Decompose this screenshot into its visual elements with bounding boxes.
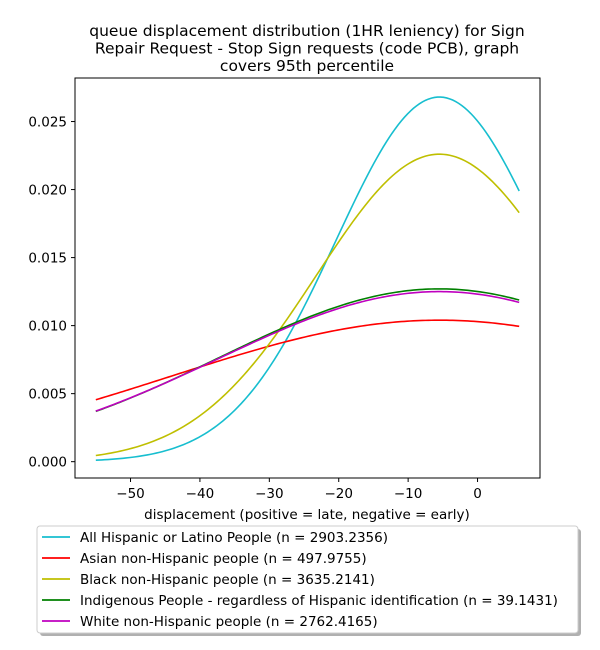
y-tick-label: 0.010 — [28, 319, 67, 335]
series-line-2 — [95, 153, 520, 457]
chart-title: queue displacement distribution (1HR len… — [89, 22, 524, 75]
x-tick-label: −10 — [394, 486, 423, 502]
y-tick-label: 0.025 — [28, 115, 67, 131]
x-tick-label: −30 — [255, 486, 284, 502]
series-lines — [95, 96, 520, 462]
series-line-0 — [95, 96, 520, 462]
x-tick-label: −20 — [324, 486, 353, 502]
legend-label: Asian non-Hispanic people (n = 497.9755) — [80, 551, 367, 567]
plot-frame — [74, 77, 541, 479]
y-tick-label: 0.005 — [28, 387, 67, 403]
series-line-1 — [95, 319, 520, 401]
y-tick-label: 0.015 — [28, 251, 67, 267]
legend: All Hispanic or Latino People (n = 2903.… — [36, 525, 581, 636]
chart-title-line: queue displacement distribution (1HR len… — [89, 22, 524, 40]
chart-title-line: covers 95th percentile — [220, 57, 394, 75]
x-tick-label: −40 — [186, 486, 215, 502]
legend-label: White non-Hispanic people (n = 2762.4165… — [80, 614, 378, 630]
legend-label: Black non-Hispanic people (n = 3635.2141… — [80, 572, 375, 588]
series-line-4 — [95, 290, 520, 412]
y-tick-label: 0.000 — [28, 455, 67, 471]
x-axis-label: displacement (positive = late, negative … — [144, 507, 470, 523]
x-tick-label: 0 — [473, 486, 482, 502]
x-tick-label: −50 — [116, 486, 145, 502]
y-axis: 0.000 0.005 0.010 0.015 0.020 0.025 — [28, 115, 75, 471]
chart-title-line: Repair Request - Stop Sign requests (cod… — [95, 40, 519, 58]
series-line-3 — [95, 288, 520, 413]
legend-box — [36, 525, 579, 634]
legend-label: Indigenous People - regardless of Hispan… — [80, 593, 558, 609]
y-tick-label: 0.020 — [28, 183, 67, 199]
legend-label: All Hispanic or Latino People (n = 2903.… — [80, 530, 388, 546]
x-axis: −50 −40 −30 −20 −10 0 — [116, 478, 482, 502]
